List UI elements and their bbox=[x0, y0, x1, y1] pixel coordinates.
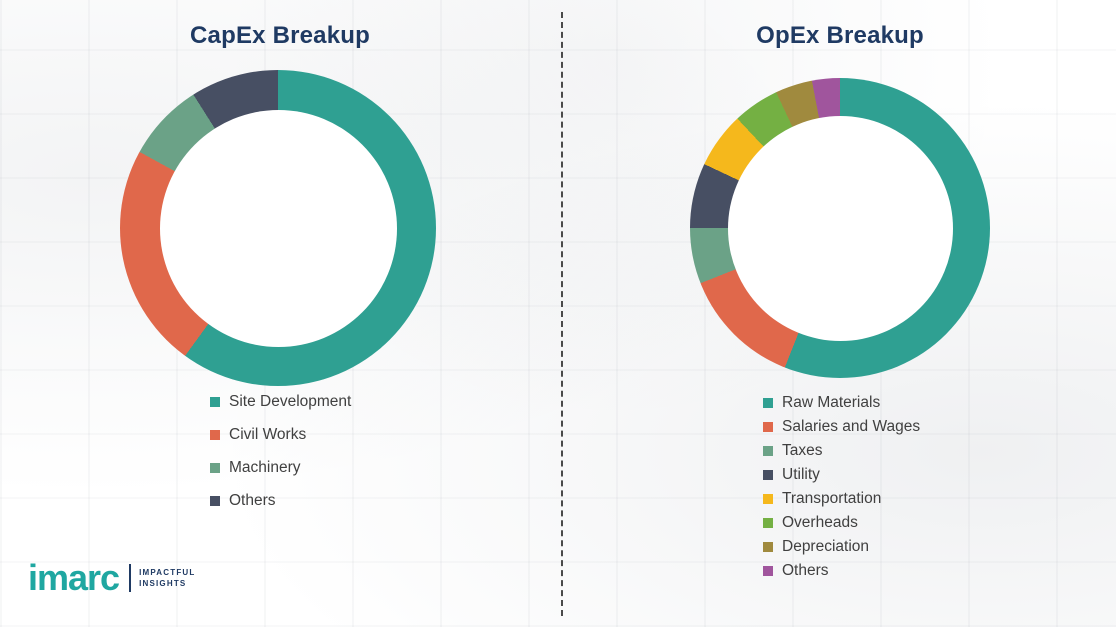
legend-label: Transportation bbox=[782, 490, 882, 507]
legend-marker bbox=[210, 429, 220, 440]
legend-marker bbox=[763, 565, 773, 576]
legend-item-others: Others bbox=[763, 561, 920, 580]
legend-label: Civil Works bbox=[229, 426, 307, 443]
legend-item-depreciation: Depreciation bbox=[763, 537, 920, 556]
imarc-logo-wordmark: imarc bbox=[28, 557, 120, 598]
legend-label: Utility bbox=[782, 466, 820, 483]
legend-label: Taxes bbox=[782, 442, 823, 459]
legend-label: Site Development bbox=[229, 393, 352, 410]
legend-marker bbox=[763, 493, 773, 504]
opex-donut-hole bbox=[727, 115, 953, 341]
opex-legend: Raw Materials Salaries and Wages Taxes Util… bbox=[763, 393, 920, 585]
legend-item-site-development: Site Development bbox=[210, 392, 351, 411]
imarc-logo: imarc IMPACTFUL INSIGHTS bbox=[28, 558, 196, 598]
legend-item-salaries-and-wages: Salaries and Wages bbox=[763, 417, 920, 436]
legend-label: Raw Materials bbox=[782, 394, 881, 411]
capex-donut-hole bbox=[159, 109, 397, 347]
vertical-dashed-divider bbox=[561, 12, 563, 616]
tagline-line-1: IMPACTFUL bbox=[139, 568, 196, 577]
imarc-logo-tagline: IMPACTFUL INSIGHTS bbox=[139, 567, 195, 589]
legend-item-transportation: Transportation bbox=[763, 489, 920, 508]
legend-marker bbox=[763, 421, 773, 432]
legend-label: Others bbox=[782, 562, 829, 579]
tagline-line-2: INSIGHTS bbox=[139, 579, 187, 588]
legend-item-overheads: Overheads bbox=[763, 513, 920, 532]
legend-marker bbox=[763, 445, 773, 456]
legend-marker bbox=[763, 541, 773, 552]
legend-item-civil-works: Civil Works bbox=[210, 425, 351, 444]
opex-donut-chart bbox=[690, 78, 990, 378]
opex-chart-title: OpEx Breakup bbox=[756, 22, 924, 49]
legend-item-utility: Utility bbox=[763, 465, 920, 484]
legend-label: Salaries and Wages bbox=[782, 418, 921, 435]
legend-item-taxes: Taxes bbox=[763, 441, 920, 460]
capex-chart-title: CapEx Breakup bbox=[190, 22, 370, 49]
capex-legend: Site Development Civil Works Machinery Othe… bbox=[210, 392, 351, 524]
logo-divider-bar bbox=[129, 564, 132, 592]
legend-marker bbox=[763, 469, 773, 480]
capex-donut-chart bbox=[120, 70, 436, 386]
legend-label: Overheads bbox=[782, 514, 858, 531]
legend-label: Machinery bbox=[229, 459, 301, 476]
legend-item-machinery: Machinery bbox=[210, 458, 351, 477]
legend-marker bbox=[210, 462, 220, 473]
legend-label: Depreciation bbox=[782, 538, 870, 555]
legend-marker bbox=[763, 397, 773, 408]
legend-marker bbox=[763, 517, 773, 528]
legend-marker bbox=[210, 396, 220, 407]
legend-label: Others bbox=[229, 492, 276, 509]
legend-item-others: Others bbox=[210, 491, 351, 510]
legend-item-raw-materials: Raw Materials bbox=[763, 393, 920, 412]
legend-marker bbox=[210, 495, 220, 506]
